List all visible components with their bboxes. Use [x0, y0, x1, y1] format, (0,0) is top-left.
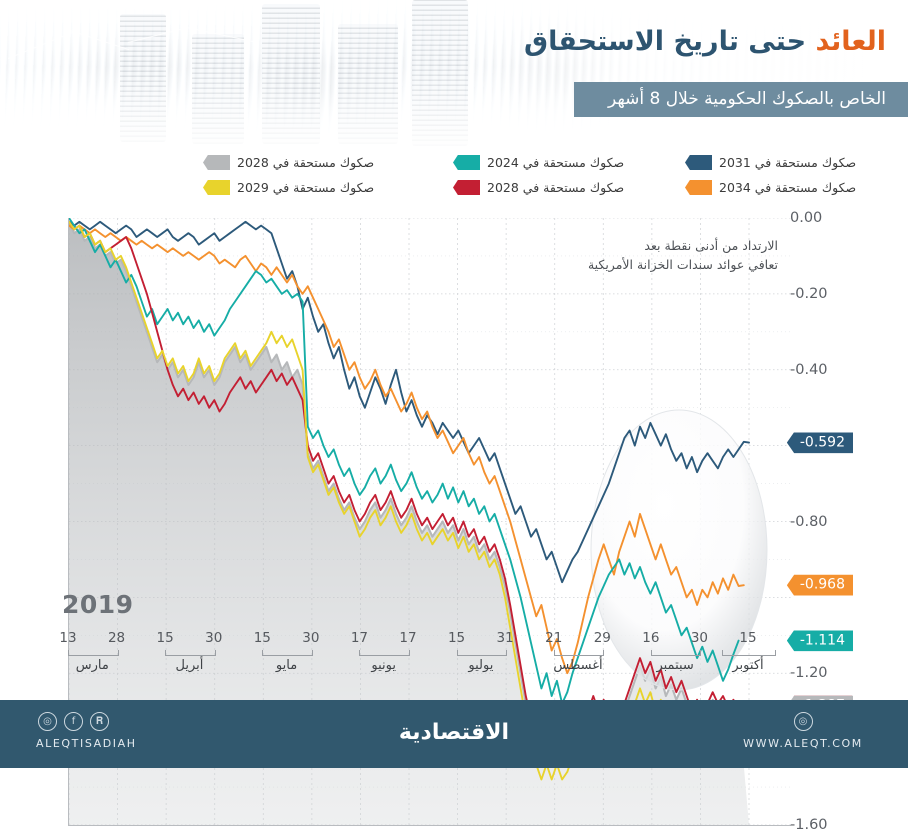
x-tick-day: 29	[593, 630, 611, 646]
x-tick-day: 15	[447, 630, 466, 646]
legend-label-2031: صكوك مستحقة في 2031	[719, 155, 857, 170]
x-tick-day: 17	[399, 630, 417, 646]
annotation-line-1: الارتداد من أدنى نقطة بعد	[644, 238, 778, 253]
legend-label-2034: صكوك مستحقة في 2034	[719, 180, 857, 195]
legend-column-middle: صكوك مستحقة في 2024 صكوك مستحقة في 2028	[453, 152, 633, 202]
y-tick-label: -1.60	[790, 817, 828, 833]
x-tick-day: 30	[205, 630, 223, 646]
footer-bar: ◎ f 𝐑 ALEQTISADIAH الاقتصادية ◎ WWW.ALEQ…	[0, 700, 908, 768]
x-month-label: أكتوبر	[732, 658, 764, 673]
page-title: العائد حتى تاريخ الاستحقاق	[524, 26, 886, 58]
page-subtitle: الخاص بالصكوك الحكومية خلال 8 أشهر	[573, 82, 908, 117]
legend-label-2029: صكوك مستحقة في 2029	[237, 180, 375, 195]
x-month-bracket	[165, 650, 216, 656]
chart-container: الارتداد من أدنى نقطة بعد تعافي عوائد سن…	[0, 208, 908, 833]
header-photo-band	[0, 0, 908, 148]
title-line: العائد حتى تاريخ الاستحقاق	[524, 26, 886, 58]
x-month-label: مايو	[275, 658, 298, 673]
x-month-label: أغسطس	[553, 658, 603, 673]
x-month-label: مارس	[75, 658, 109, 673]
legend-item-2031[interactable]: صكوك مستحقة في 2031	[685, 152, 860, 173]
footer-handle: ALEQTISADIAH	[36, 737, 137, 750]
legend-swatch-2028-red	[453, 180, 480, 195]
legend-label-2028-gray: صكوك مستحقة في 2028	[237, 155, 375, 170]
legend-swatch-2034	[685, 180, 712, 195]
legend-column-right: صكوك مستحقة في 2031 صكوك مستحقة في 2034	[685, 152, 860, 202]
y-tick-label: -0.20	[790, 285, 828, 302]
legend-swatch-2028-gray	[203, 155, 230, 170]
x-tick-day: 13	[59, 630, 77, 646]
x-tick-day: 15	[156, 630, 174, 646]
legend-item-2028-red[interactable]: صكوك مستحقة في 2028	[453, 177, 633, 198]
footer-brand: الاقتصادية	[398, 720, 510, 745]
instagram-icon[interactable]: ◎	[38, 712, 57, 731]
x-tick-day: 16	[642, 630, 660, 646]
y-tick-label: -1.20	[790, 665, 828, 682]
globe-icon[interactable]: ◎	[793, 712, 813, 731]
footer-right-block: ◎ WWW.ALEQT.COM	[728, 712, 878, 750]
x-month-label: يونيو	[371, 658, 396, 673]
legend-swatch-2031	[685, 155, 712, 170]
x-tick-day: 15	[739, 630, 757, 646]
legend-item-2028-gray[interactable]: صكوك مستحقة في 2028	[203, 152, 388, 173]
x-month-bracket	[553, 650, 605, 656]
title-rest-words: حتى تاريخ الاستحقاق	[523, 26, 807, 57]
x-month-bracket	[650, 650, 702, 656]
x-axis: 13 28 15 30 15 30 17 17 15 31 21 29 16 30 15 مارس أبريل م…	[0, 626, 908, 688]
series-value-callout-2031: -0.592	[786, 432, 853, 454]
x-tick-day: 15	[253, 630, 271, 646]
x-tick-day: 17	[350, 630, 369, 646]
legend-label-2028-red: صكوك مستحقة في 2028	[487, 180, 625, 195]
x-month-label: سبتمبر	[656, 658, 694, 673]
legend-item-2034[interactable]: صكوك مستحقة في 2034	[685, 177, 860, 198]
title-accent-word: العائد	[815, 26, 886, 57]
legend-swatch-2024	[453, 155, 480, 170]
chart-annotation: الارتداد من أدنى نقطة بعد تعافي عوائد سن…	[588, 236, 778, 275]
social-icons-row: ◎ f 𝐑	[34, 712, 164, 731]
header-top-white-strip	[603, 0, 908, 10]
y-tick-label: 0.00	[790, 210, 823, 226]
x-month-bracket	[359, 650, 410, 656]
x-tick-day: 31	[496, 630, 514, 646]
x-month-bracket	[68, 650, 119, 656]
x-tick-day: 30	[302, 630, 320, 646]
series-value-callout-2024: -1.114	[786, 630, 853, 652]
twitter-icon[interactable]: 𝐑	[90, 712, 109, 731]
y-tick-label: -0.40	[790, 361, 828, 378]
y-tick-label: -0.80	[790, 513, 828, 530]
chart-legend: صكوك مستحقة في 2031 صكوك مستحقة في 2034 …	[0, 152, 908, 208]
facebook-icon[interactable]: f	[64, 712, 83, 731]
legend-swatch-2029	[203, 180, 230, 195]
legend-label-2024: صكوك مستحقة في 2024	[487, 155, 625, 170]
x-tick-day: 28	[107, 630, 126, 646]
x-month-bracket	[262, 650, 313, 656]
legend-item-2029[interactable]: صكوك مستحقة في 2029	[203, 177, 388, 198]
footer-website: WWW.ALEQT.COM	[743, 737, 863, 750]
x-month-bracket	[456, 650, 508, 656]
legend-item-2024[interactable]: صكوك مستحقة في 2024	[453, 152, 633, 173]
annotation-line-2: تعافي عوائد سندات الخزانة الأمريكية	[587, 257, 778, 273]
header-right-fade	[478, 0, 908, 148]
legend-column-left: صكوك مستحقة في 2028 صكوك مستحقة في 2029	[203, 152, 388, 202]
x-tick-day: 21	[545, 630, 563, 646]
footer-left-block: ◎ f 𝐑 ALEQTISADIAH	[34, 712, 164, 750]
x-tick-day: 30	[690, 630, 709, 646]
x-month-label: يوليو	[468, 658, 494, 673]
year-label: 2019	[62, 590, 134, 619]
x-month-label: أبريل	[175, 658, 204, 673]
series-value-callout-2034: -0.968	[786, 574, 853, 596]
x-month-bracket	[722, 650, 776, 656]
